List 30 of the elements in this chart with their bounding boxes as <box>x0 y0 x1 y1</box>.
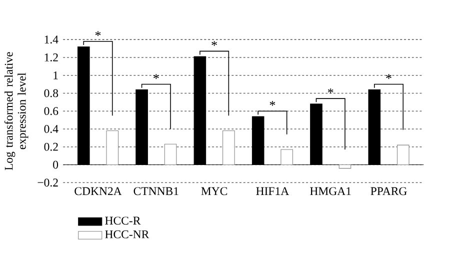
y-tick-label: 0 <box>53 160 58 168</box>
annotation: * <box>212 40 217 46</box>
bar <box>396 144 410 165</box>
x-tick-label: MYC <box>201 187 228 195</box>
x-tick-label: PPARG <box>370 187 407 195</box>
y-axis-title: Log transformed relative expression level <box>4 52 28 170</box>
x-tick-label: CDKN2A <box>74 187 122 195</box>
y-tick-label: 0.8 <box>44 89 58 97</box>
bar <box>164 144 177 165</box>
y-tick-label: 0.6 <box>44 106 58 115</box>
bar <box>338 164 352 168</box>
x-tick-label: CTNNB1 <box>134 187 178 195</box>
x-tick-label: HIF1A <box>256 187 290 195</box>
y-tick-label: 0.2 <box>44 142 58 151</box>
x-tick-label: HMGA1 <box>310 187 351 195</box>
y-tick-label: 1.4 <box>44 35 58 44</box>
legend-label: HCC-R <box>105 216 141 224</box>
text: * <box>95 31 101 36</box>
y-tick-label: 1 <box>54 71 58 79</box>
y-tick-label: 1.2 <box>44 53 58 62</box>
bar <box>222 130 235 165</box>
annotation: * <box>270 100 276 106</box>
annotation: * <box>386 74 392 79</box>
y-tick-label: 0.4 <box>44 124 58 133</box>
bar <box>280 149 293 165</box>
y-tick-label: −0.2 <box>38 178 58 186</box>
annotation: * <box>154 74 159 79</box>
annotation: * <box>328 88 334 94</box>
bar <box>106 130 119 165</box>
legend-label: HCC-NR <box>105 230 150 238</box>
